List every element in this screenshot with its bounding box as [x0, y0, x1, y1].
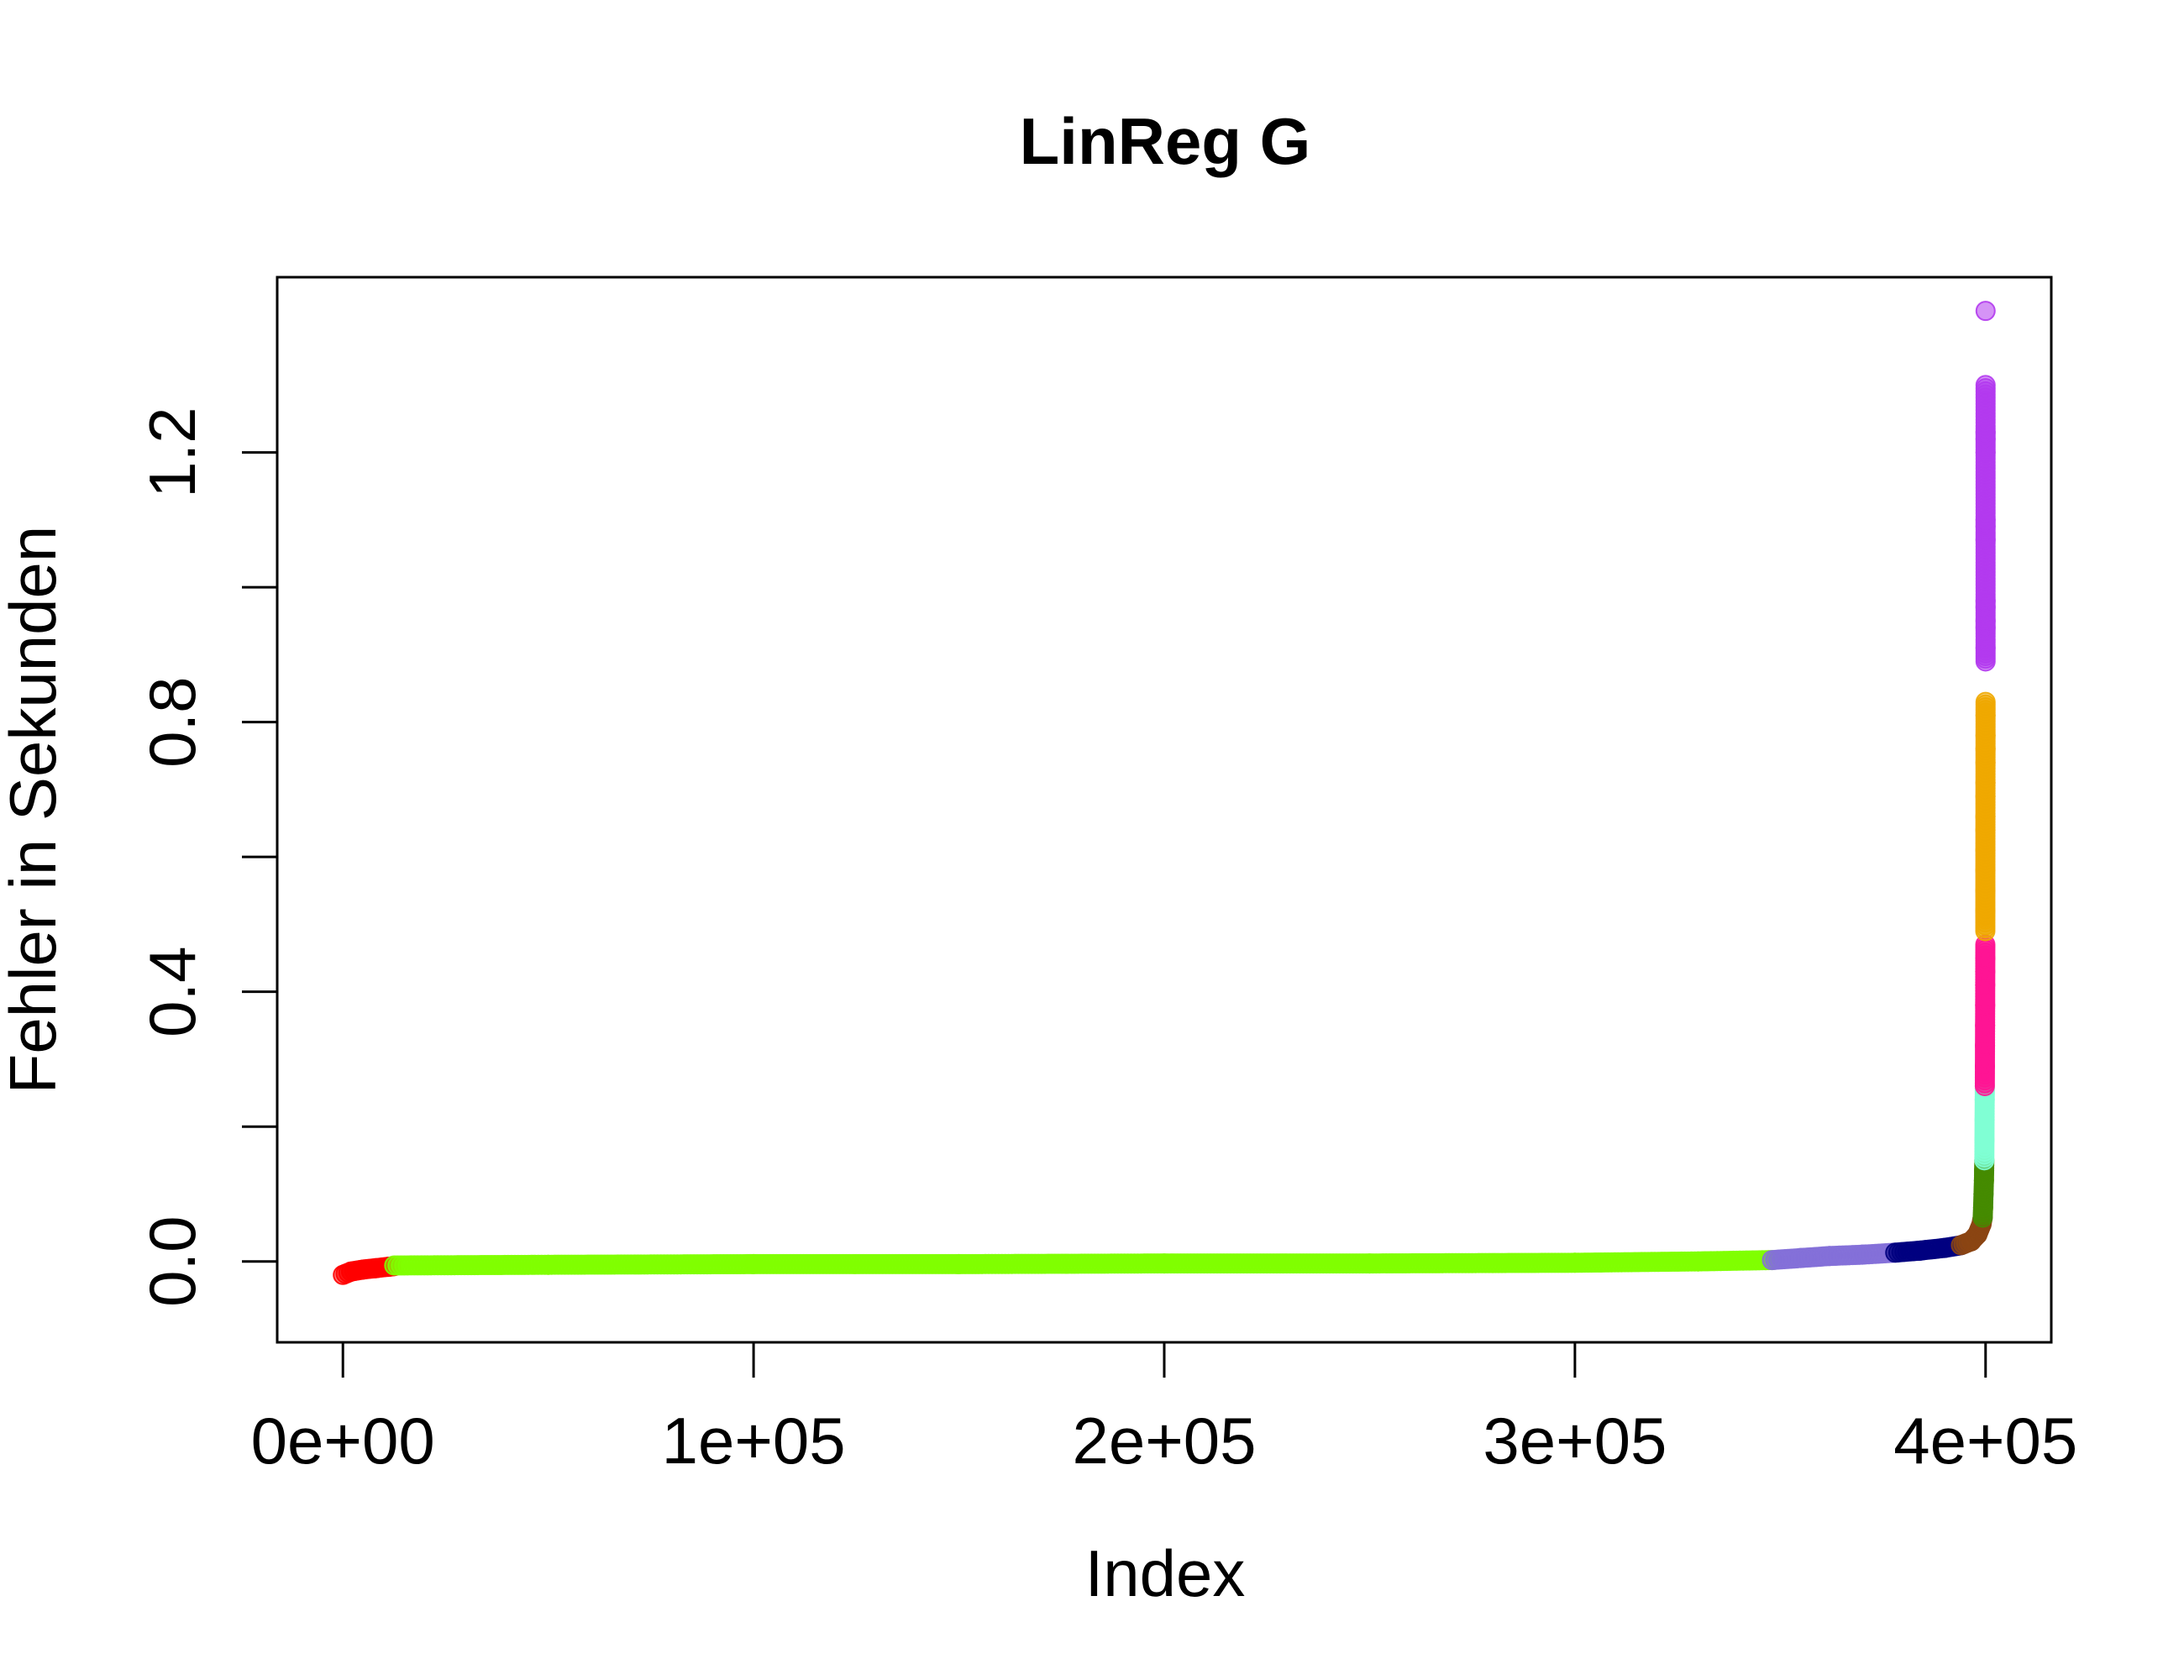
series-10 — [1975, 301, 1996, 322]
x-tick-label: 3e+05 — [1483, 1404, 1667, 1478]
x-tick-label: 4e+05 — [1893, 1404, 2077, 1478]
x-axis-label: Index — [1085, 1536, 1246, 1610]
y-axis: 0.0 0.4 0.8 1.2 — [135, 407, 279, 1307]
y-tick-label: 1.2 — [135, 407, 209, 497]
series-1 — [384, 1250, 1782, 1276]
y-tick-label: 0.4 — [135, 946, 209, 1037]
x-tick-label: 2e+05 — [1072, 1404, 1256, 1478]
series-8 — [1975, 691, 1996, 942]
x-tick-label: 1e+05 — [662, 1404, 846, 1478]
series-9 — [1975, 375, 1996, 672]
chart-title: LinReg G — [1020, 104, 1311, 178]
data-point — [1975, 691, 1996, 712]
x-tick-label: 0e+00 — [251, 1404, 435, 1478]
data-point — [1975, 301, 1996, 322]
x-axis: 0e+00 1e+05 2e+05 3e+05 4e+05 — [251, 1341, 2077, 1478]
data-point — [1975, 375, 1996, 396]
y-tick-label: 0.0 — [135, 1215, 209, 1306]
data-points — [333, 301, 1996, 1285]
series-7 — [1974, 934, 1996, 1097]
plot-frame — [276, 276, 2053, 1344]
y-axis-label: Fehler in Sekunden — [0, 526, 70, 1094]
y-tick-label: 0.8 — [135, 676, 209, 767]
series-2 — [1761, 1242, 1906, 1271]
